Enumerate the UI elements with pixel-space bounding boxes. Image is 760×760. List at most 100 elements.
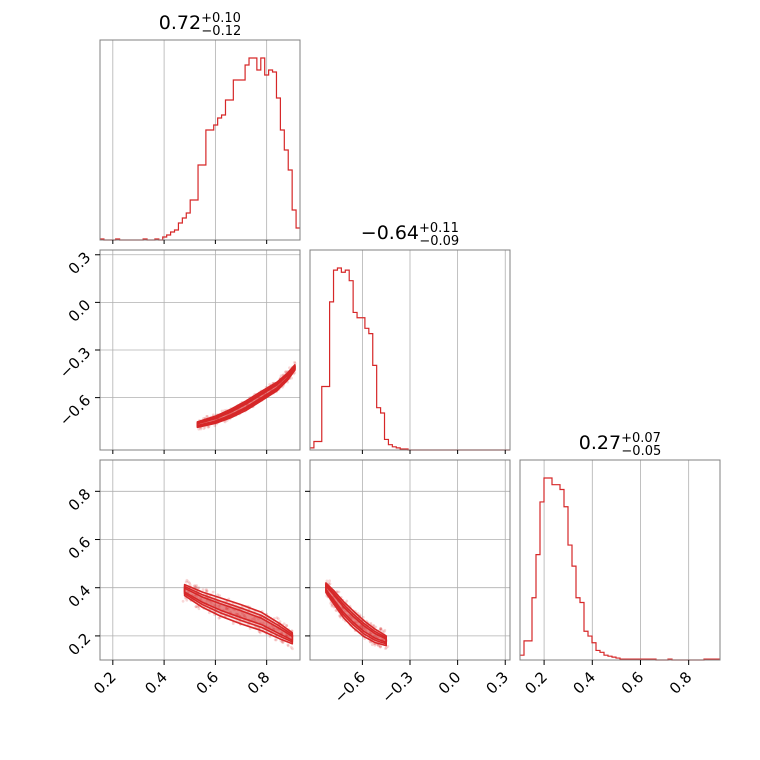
scatter-point (197, 607, 201, 611)
hist-param-2: −0.64+0.11 −0.09 (309, 221, 511, 451)
scatter-point (185, 578, 189, 582)
scatter-point (382, 630, 386, 634)
param1-vs-param3 (99, 459, 301, 661)
scatter-point (194, 585, 197, 589)
y-tick-label: 0.8 (65, 485, 95, 515)
title-plus-error: +0.11 (419, 221, 459, 236)
scatter-point (199, 427, 203, 431)
scatter-point (241, 611, 244, 615)
scatter-point (293, 361, 297, 365)
x-tick-label: 0.6 (618, 668, 648, 698)
density-contour (325, 583, 388, 645)
scatter-point (271, 626, 275, 630)
scatter-point (257, 617, 260, 621)
scatter-point (185, 598, 189, 602)
hist-param-1: 0.72+0.10 −0.12 (99, 11, 301, 241)
scatter-point (285, 624, 288, 627)
y-tick-label: 0.4 (65, 581, 95, 611)
scatter-point (202, 427, 206, 430)
x-tick-label: 0.0 (435, 668, 465, 698)
scatter-point (281, 641, 285, 644)
scatter-point (381, 630, 385, 633)
scatter-point (280, 631, 284, 635)
scatter-point (283, 370, 287, 374)
scatter-point (207, 611, 211, 615)
scatter-point (273, 638, 277, 642)
scatter-point (289, 645, 293, 649)
scatter-point (253, 618, 257, 622)
scatter-point (379, 627, 383, 631)
scatter-point (211, 590, 215, 594)
scatter-point (186, 580, 190, 584)
title-value: −0.64 (361, 222, 419, 244)
scatter-point (286, 644, 290, 648)
scatter-point (379, 627, 383, 631)
scatter-point (225, 607, 228, 611)
scatter-point (181, 599, 185, 603)
scatter-point (188, 583, 192, 587)
scatter-point (234, 612, 238, 616)
scatter-point (194, 585, 198, 589)
x-tick-label: −0.3 (378, 668, 416, 706)
scatter-point (328, 582, 332, 586)
scatter-point (383, 628, 387, 632)
scatter-point (285, 624, 289, 628)
density-contour (196, 365, 296, 427)
scatter-point (378, 645, 382, 649)
scatter-point (359, 624, 363, 628)
scatter-point (214, 604, 217, 607)
scatter-point (345, 599, 349, 603)
scatter-point (226, 607, 230, 611)
scatter-point (276, 617, 280, 621)
scatter-point (194, 605, 198, 608)
title-value: 0.72 (159, 12, 201, 34)
scatter-point (337, 590, 341, 594)
panel-frame (99, 459, 301, 661)
scatter-point (359, 625, 363, 629)
scatter-point (210, 601, 213, 605)
x-tick-label: 0.2 (90, 668, 120, 698)
panel-title: 0.27+0.07 −0.05 (579, 431, 662, 459)
scatter-point (235, 612, 239, 616)
scatter-point (348, 614, 352, 618)
scatter-point (197, 586, 201, 590)
density-contour (325, 585, 388, 644)
y-tick-label: 0.2 (65, 630, 95, 660)
scatter-point (193, 584, 197, 588)
scatter-point (258, 631, 262, 635)
y-tick-label: −0.6 (56, 391, 94, 429)
scatter-point (211, 413, 215, 417)
scatter-point (282, 622, 286, 626)
scatter-point (243, 614, 246, 618)
panel-title: −0.64+0.11 −0.09 (361, 221, 459, 249)
scatter-point (220, 409, 224, 413)
scatter-point (325, 579, 329, 583)
scatter-point (218, 604, 222, 608)
scatter-point (275, 627, 279, 631)
scatter-point (384, 646, 388, 650)
scatter-point (213, 424, 217, 428)
scatter-point (197, 427, 201, 431)
scatter-point (339, 615, 343, 619)
scatter-point (373, 643, 377, 647)
scatter-point (275, 616, 279, 620)
scatter-point (212, 603, 216, 607)
scatter-point (199, 597, 202, 600)
panel-frame (99, 39, 301, 241)
param1-vs-param2 (99, 249, 301, 451)
scatter-point (192, 584, 196, 588)
scatter-point (205, 589, 209, 593)
scatter-point (285, 633, 289, 637)
scatter-point (195, 595, 199, 599)
scatter-point (217, 604, 220, 608)
y-tick-label: 0.3 (65, 248, 95, 278)
scatter-point (328, 579, 331, 583)
scatter-point (338, 614, 342, 618)
scatter-point (380, 628, 383, 632)
scatter-point (207, 425, 211, 428)
scatter-point (363, 627, 366, 630)
scatter-point (231, 622, 235, 626)
scatter-point (284, 370, 288, 374)
y-tick-label: 0.6 (65, 533, 95, 563)
